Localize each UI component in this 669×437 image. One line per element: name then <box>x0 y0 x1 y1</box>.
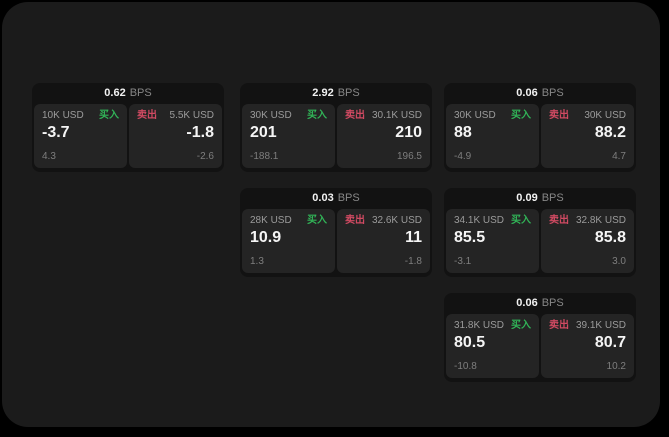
sell-amount: 32.6K USD <box>371 215 422 226</box>
bps-value: 0.62 <box>104 87 126 99</box>
sell-label: 卖出 <box>345 215 365 226</box>
sell-amount: 39.1K USD <box>575 320 626 331</box>
card-header: 0.03 BPS <box>242 188 430 209</box>
card-header: 0.06 BPS <box>446 83 634 104</box>
bps-value: 0.06 <box>516 87 538 99</box>
quote-card-1: 2.92 BPS 30K USD 买入 201 -188.1 卖出 30.1K … <box>240 83 432 172</box>
buy-panel[interactable]: 28K USD 买入 10.9 1.3 <box>242 209 335 273</box>
sell-amount: 30K USD <box>584 110 626 121</box>
sell-price: 11 <box>405 229 422 246</box>
sell-delta: 4.7 <box>612 151 626 162</box>
sell-panel[interactable]: 卖出 5.5K USD -1.8 -2.6 <box>129 104 222 168</box>
buy-amount: 28K USD <box>250 215 292 226</box>
buy-delta: -4.9 <box>454 151 472 162</box>
card-header: 2.92 BPS <box>242 83 430 104</box>
sell-label: 卖出 <box>345 110 365 121</box>
buy-panel[interactable]: 34.1K USD 买入 85.5 -3.1 <box>446 209 539 273</box>
buy-panel[interactable]: 10K USD 买入 -3.7 4.3 <box>34 104 127 168</box>
quote-card-2: 0.06 BPS 30K USD 买入 88 -4.9 卖出 30K USD 8… <box>444 83 636 172</box>
sell-label: 卖出 <box>549 320 569 331</box>
sell-price: 85.8 <box>594 229 626 246</box>
card-header: 0.06 BPS <box>446 293 634 314</box>
buy-panel[interactable]: 30K USD 买入 201 -188.1 <box>242 104 335 168</box>
sell-price: -1.8 <box>186 124 214 141</box>
buy-label: 买入 <box>511 320 531 331</box>
quote-card-4: 0.09 BPS 34.1K USD 买入 85.5 -3.1 卖出 32.8K… <box>444 188 636 277</box>
quotes-board: 0.62 BPS 10K USD 买入 -3.7 4.3 卖出 5.5K USD… <box>2 2 660 427</box>
sell-amount: 30.1K USD <box>371 110 422 121</box>
sell-price: 210 <box>395 124 422 141</box>
sell-panel[interactable]: 卖出 30K USD 88.2 4.7 <box>541 104 634 168</box>
buy-label: 买入 <box>511 215 531 226</box>
card-header: 0.62 BPS <box>34 83 222 104</box>
bps-value: 0.06 <box>516 297 538 309</box>
buy-amount: 10K USD <box>42 110 84 121</box>
quote-card-0: 0.62 BPS 10K USD 买入 -3.7 4.3 卖出 5.5K USD… <box>32 83 224 172</box>
sell-price: 88.2 <box>594 124 626 141</box>
buy-price: 201 <box>250 124 277 141</box>
sell-amount: 32.8K USD <box>575 215 626 226</box>
buy-price: 88 <box>454 124 472 141</box>
sell-price: 80.7 <box>594 334 626 351</box>
buy-panel[interactable]: 30K USD 买入 88 -4.9 <box>446 104 539 168</box>
buy-amount: 30K USD <box>454 110 496 121</box>
buy-amount: 30K USD <box>250 110 292 121</box>
bps-unit-label: BPS <box>541 297 564 309</box>
sell-panel[interactable]: 卖出 32.8K USD 85.8 3.0 <box>541 209 634 273</box>
buy-price: 85.5 <box>454 229 486 246</box>
sell-delta: 10.2 <box>606 361 626 372</box>
buy-panel[interactable]: 31.8K USD 买入 80.5 -10.8 <box>446 314 539 378</box>
bps-unit-label: BPS <box>337 192 360 204</box>
buy-label: 买入 <box>511 110 531 121</box>
bps-unit-label: BPS <box>129 87 152 99</box>
card-header: 0.09 BPS <box>446 188 634 209</box>
buy-amount: 31.8K USD <box>454 320 505 331</box>
buy-label: 买入 <box>307 215 327 226</box>
buy-price: 80.5 <box>454 334 486 351</box>
bps-value: 0.09 <box>516 192 538 204</box>
buy-delta: -3.1 <box>454 256 472 267</box>
sell-amount: 5.5K USD <box>169 110 214 121</box>
bps-unit-label: BPS <box>541 192 564 204</box>
sell-label: 卖出 <box>549 215 569 226</box>
bps-value: 2.92 <box>312 87 334 99</box>
sell-label: 卖出 <box>549 110 569 121</box>
buy-price: -3.7 <box>42 124 70 141</box>
buy-delta: -10.8 <box>454 361 477 372</box>
sell-delta: 3.0 <box>612 256 626 267</box>
buy-label: 买入 <box>307 110 327 121</box>
buy-delta: 1.3 <box>250 256 264 267</box>
buy-delta: -188.1 <box>250 151 279 162</box>
sell-delta: -1.8 <box>404 256 422 267</box>
sell-label: 卖出 <box>137 110 157 121</box>
bps-value: 0.03 <box>312 192 334 204</box>
quote-card-3: 0.03 BPS 28K USD 买入 10.9 1.3 卖出 32.6K US… <box>240 188 432 277</box>
sell-panel[interactable]: 卖出 39.1K USD 80.7 10.2 <box>541 314 634 378</box>
sell-delta: -2.6 <box>196 151 214 162</box>
bps-unit-label: BPS <box>541 87 564 99</box>
buy-label: 买入 <box>99 110 119 121</box>
quote-card-5: 0.06 BPS 31.8K USD 买入 80.5 -10.8 卖出 39.1… <box>444 293 636 382</box>
sell-panel[interactable]: 卖出 30.1K USD 210 196.5 <box>337 104 430 168</box>
bps-unit-label: BPS <box>337 87 360 99</box>
sell-panel[interactable]: 卖出 32.6K USD 11 -1.8 <box>337 209 430 273</box>
buy-delta: 4.3 <box>42 151 56 162</box>
sell-delta: 196.5 <box>396 151 422 162</box>
buy-amount: 34.1K USD <box>454 215 505 226</box>
buy-price: 10.9 <box>250 229 282 246</box>
